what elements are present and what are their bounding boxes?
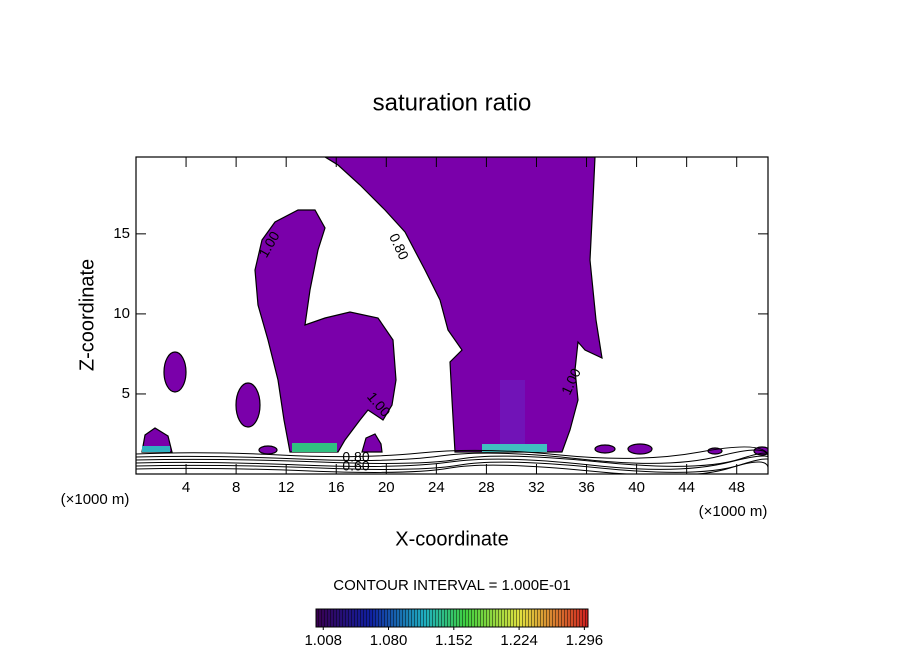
- x-tick-label: 8: [232, 479, 240, 496]
- colorbar-tick-label: 1.152: [435, 632, 473, 649]
- colorbar-tick-label: 1.080: [370, 632, 408, 649]
- x-tick-label: 36: [578, 479, 595, 496]
- x-tick-label: 40: [628, 479, 645, 496]
- y-axis-label: Z-coordinate: [76, 259, 98, 371]
- y-tick-label: 5: [122, 385, 130, 402]
- colorbar-tick-label: 1.296: [566, 632, 604, 649]
- region: [258, 445, 278, 455]
- x-tick-label: 48: [728, 479, 745, 496]
- x-tick-label: 16: [328, 479, 345, 496]
- x-unit-label: (×1000 m): [699, 503, 768, 520]
- surface-contours: [136, 446, 768, 474]
- x-tick-label: 20: [378, 479, 395, 496]
- y-tick-label: 15: [113, 225, 130, 242]
- colorbar-tick-label: 1.224: [500, 632, 538, 649]
- region-core: [482, 444, 547, 452]
- region: [594, 444, 616, 454]
- plot-frame: [135, 156, 769, 475]
- x-axis-label: X-coordinate: [395, 528, 508, 550]
- contour-label: 0.80: [342, 449, 369, 465]
- region-core: [500, 380, 525, 450]
- region-core: [142, 446, 170, 452]
- y-tick-label: 10: [113, 305, 130, 322]
- region: [235, 382, 261, 428]
- chart-title: saturation ratio: [373, 89, 532, 116]
- colorbar-stripes: [316, 609, 588, 627]
- contour-label: 0.60: [342, 458, 369, 474]
- contour-interval: CONTOUR INTERVAL = 1.000E-01: [333, 577, 570, 594]
- region: [163, 351, 187, 393]
- region: [627, 443, 653, 455]
- x-tick-label: 12: [278, 479, 295, 496]
- region: [254, 209, 397, 453]
- saturated-regions: [136, 157, 768, 474]
- x-tick-label: 44: [678, 479, 695, 496]
- x-tick-label: 32: [528, 479, 545, 496]
- x-unit-label: (×1000 m): [61, 491, 130, 508]
- x-tick-label: 28: [478, 479, 495, 496]
- colorbar-tick-label: 1.008: [304, 632, 342, 649]
- x-tick-label: 4: [182, 479, 190, 496]
- x-tick-label: 24: [428, 479, 445, 496]
- region: [361, 433, 383, 453]
- region-core: [292, 443, 337, 452]
